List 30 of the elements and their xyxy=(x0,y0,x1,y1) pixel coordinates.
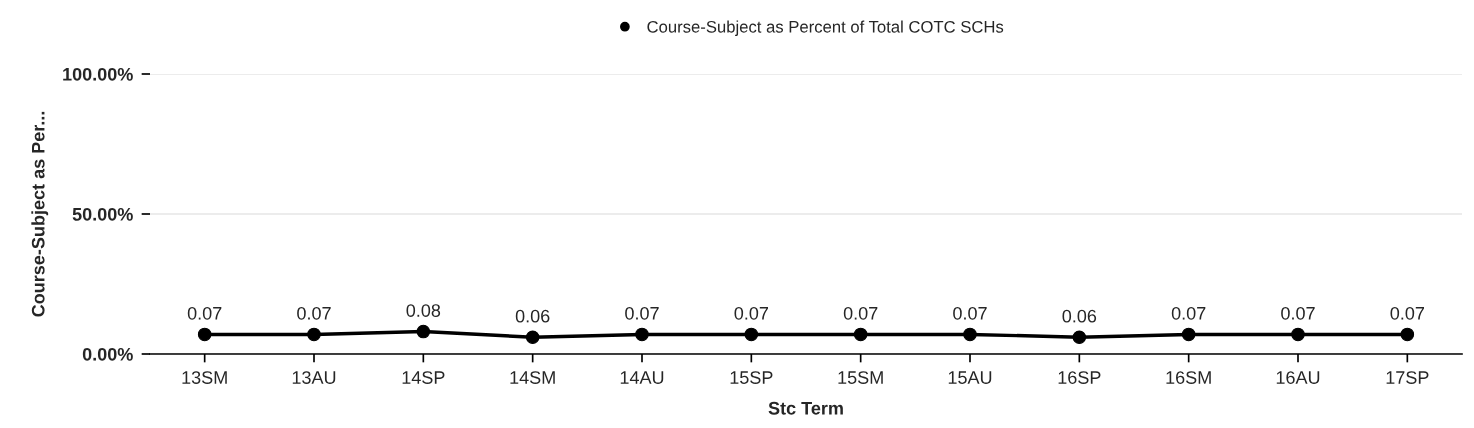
data-label: 0.08 xyxy=(406,304,441,317)
x-tick-label: 13SM xyxy=(182,371,227,384)
y-tick-label: 0.00% xyxy=(82,347,133,361)
data-label: 0.07 xyxy=(953,306,987,320)
data-label: 0.06 xyxy=(1062,309,1097,323)
x-tick-label: 16SP xyxy=(1058,371,1101,384)
y-tick-label: 100.00% xyxy=(63,67,133,81)
x-tick-label: 15AU xyxy=(948,371,992,384)
data-label: 0.07 xyxy=(625,306,659,320)
data-label: 0.07 xyxy=(1390,306,1424,320)
data-label: 0.07 xyxy=(734,306,768,320)
x-tick-label: 14SP xyxy=(402,371,445,384)
x-tick-label: 15SM xyxy=(838,371,883,384)
x-tick-label: 14AU xyxy=(620,371,664,384)
x-axis-title: Stc Term xyxy=(768,401,843,415)
y-tick-label: 50.00% xyxy=(72,207,133,221)
x-tick-label: 14SM xyxy=(510,371,555,384)
x-tick-label: 16AU xyxy=(1276,371,1320,384)
data-label: 0.07 xyxy=(187,306,222,320)
y-axis-title: Course-Subject as Per... xyxy=(31,111,49,317)
data-label: 0.06 xyxy=(515,309,550,323)
x-tick-label: 15SP xyxy=(730,371,773,384)
legend-label: Course-Subject as Percent of Total COTC SCHs xyxy=(647,20,1004,36)
x-tick-label: 16SM xyxy=(1166,371,1211,384)
x-tick-label: 13AU xyxy=(292,371,336,384)
data-label: 0.07 xyxy=(1281,306,1315,320)
data-label: 0.07 xyxy=(843,306,878,320)
x-tick-label: 17SP xyxy=(1386,371,1429,384)
data-label: 0.07 xyxy=(297,306,331,320)
data-label: 0.07 xyxy=(1171,306,1206,320)
